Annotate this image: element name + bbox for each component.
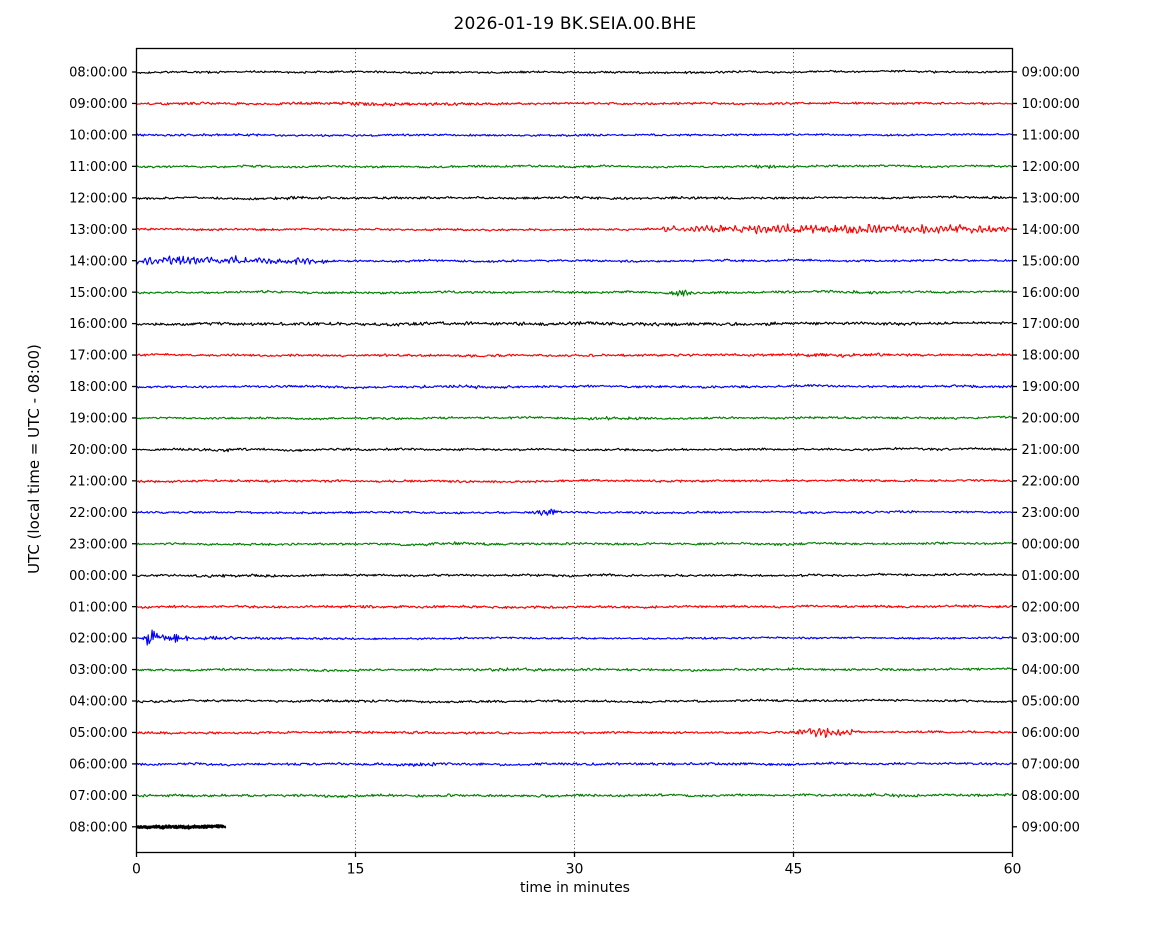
x-axis-label: time in minutes bbox=[520, 880, 630, 896]
y-tick-label-left: 15:00:00 bbox=[69, 286, 127, 301]
y-tick-label-left: 04:00:00 bbox=[69, 695, 127, 710]
y-tick-label-left: 07:00:00 bbox=[69, 789, 127, 804]
x-tick-label: 15 bbox=[347, 862, 365, 878]
y-tick-label-right: 23:00:00 bbox=[1022, 506, 1080, 521]
y-tick-label-left: 08:00:00 bbox=[69, 66, 127, 81]
y-tick-label-left: 03:00:00 bbox=[69, 663, 127, 678]
y-tick-label-left: 23:00:00 bbox=[69, 537, 127, 552]
y-tick-label-right: 16:00:00 bbox=[1022, 286, 1080, 301]
y-tick-label-left: 10:00:00 bbox=[69, 129, 127, 144]
y-tick-label-right: 01:00:00 bbox=[1022, 569, 1080, 584]
axis-ticks bbox=[132, 71, 1017, 857]
y-tick-label-left: 19:00:00 bbox=[69, 412, 127, 427]
y-tick-label-right: 22:00:00 bbox=[1022, 474, 1080, 489]
y-tick-label-right: 04:00:00 bbox=[1022, 663, 1080, 678]
y-tick-label-right: 08:00:00 bbox=[1022, 789, 1080, 804]
y-tick-label-left: 12:00:00 bbox=[69, 191, 127, 206]
y-tick-label-right: 10:00:00 bbox=[1022, 97, 1080, 112]
page-title: 2026-01-19 BK.SEIA.00.BHE bbox=[453, 14, 697, 34]
y-tick-label-left: 00:00:00 bbox=[69, 569, 127, 584]
y-tick-label-left: 17:00:00 bbox=[69, 349, 127, 364]
y-tick-label-right: 21:00:00 bbox=[1022, 443, 1080, 458]
y-tick-label-right: 19:00:00 bbox=[1022, 380, 1080, 395]
y-tick-label-left: 18:00:00 bbox=[69, 380, 127, 395]
y-tick-label-left: 13:00:00 bbox=[69, 223, 127, 238]
y-tick-label-right: 02:00:00 bbox=[1022, 600, 1080, 615]
y-tick-label-right: 00:00:00 bbox=[1022, 537, 1080, 552]
y-tick-label-right: 11:00:00 bbox=[1022, 129, 1080, 144]
y-tick-label-left: 22:00:00 bbox=[69, 506, 127, 521]
y-tick-label-right: 14:00:00 bbox=[1022, 223, 1080, 238]
y-tick-label-left: 06:00:00 bbox=[69, 758, 127, 773]
y-tick-label-right: 20:00:00 bbox=[1022, 412, 1080, 427]
y-tick-label-right: 12:00:00 bbox=[1022, 160, 1080, 175]
seismogram-traces bbox=[135, 69, 1014, 830]
y-tick-label-right: 09:00:00 bbox=[1022, 820, 1080, 835]
y-tick-label-left: 02:00:00 bbox=[69, 632, 127, 647]
y-tick-label-right: 05:00:00 bbox=[1022, 695, 1080, 710]
y-tick-label-left: 16:00:00 bbox=[69, 317, 127, 332]
y-tick-label-left: 09:00:00 bbox=[69, 97, 127, 112]
y-tick-label-right: 18:00:00 bbox=[1022, 349, 1080, 364]
y-tick-label-right: 13:00:00 bbox=[1022, 191, 1080, 206]
y-tick-label-left: 08:00:00 bbox=[69, 820, 127, 835]
y-tick-label-left: 01:00:00 bbox=[69, 600, 127, 615]
x-tick-label: 60 bbox=[1004, 862, 1022, 878]
x-tick-label: 30 bbox=[566, 862, 584, 878]
y-tick-label-left: 21:00:00 bbox=[69, 474, 127, 489]
y-tick-label-left: 14:00:00 bbox=[69, 254, 127, 269]
axis-tick-labels: 08:00:00 09:00:00 09:00:00 10:00:00 10:00:00… bbox=[69, 66, 1080, 878]
grid-lines bbox=[355, 48, 794, 853]
y-tick-label-left: 05:00:00 bbox=[69, 726, 127, 741]
x-tick-label: 0 bbox=[132, 862, 141, 878]
y-tick-label-left: 11:00:00 bbox=[69, 160, 127, 175]
y-tick-label-right: 17:00:00 bbox=[1022, 317, 1080, 332]
y-tick-label-right: 09:00:00 bbox=[1022, 66, 1080, 81]
y-tick-label-right: 03:00:00 bbox=[1022, 632, 1080, 647]
y-tick-label-left: 20:00:00 bbox=[69, 443, 127, 458]
x-tick-label: 45 bbox=[785, 862, 803, 878]
y-tick-label-right: 06:00:00 bbox=[1022, 726, 1080, 741]
y-tick-label-right: 15:00:00 bbox=[1022, 254, 1080, 269]
y-tick-label-right: 07:00:00 bbox=[1022, 758, 1080, 773]
